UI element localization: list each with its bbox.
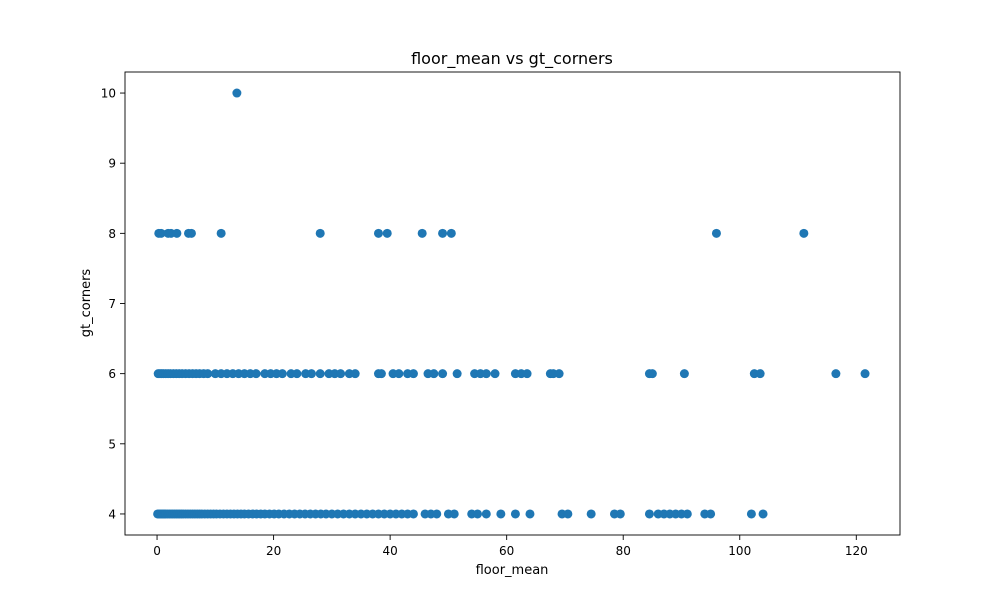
x-tick-label: 20 <box>266 544 281 558</box>
y-tick-label: 9 <box>108 157 116 171</box>
data-point <box>481 509 491 519</box>
data-point <box>292 369 302 379</box>
x-tick-label: 100 <box>728 544 751 558</box>
data-point <box>315 369 325 379</box>
data-point <box>429 369 439 379</box>
data-point <box>203 369 213 379</box>
data-point <box>432 509 442 519</box>
data-point <box>746 509 756 519</box>
chart-title: floor_mean vs gt_corners <box>411 49 613 69</box>
data-point <box>315 228 325 238</box>
data-points <box>153 88 870 519</box>
data-point <box>554 369 564 379</box>
data-point <box>438 369 448 379</box>
data-point <box>490 369 500 379</box>
data-point <box>647 369 657 379</box>
data-point <box>755 369 765 379</box>
data-point <box>373 228 383 238</box>
axes: 0 20 40 60 80 100 120 4 5 6 7 8 9 10 <box>101 71 901 558</box>
data-point <box>860 369 870 379</box>
y-tick-label: 8 <box>108 227 116 241</box>
data-point <box>277 369 287 379</box>
data-point <box>446 228 456 238</box>
y-tick-label: 5 <box>108 437 116 451</box>
data-point <box>682 509 692 519</box>
data-point <box>452 369 462 379</box>
data-point <box>522 369 532 379</box>
x-tick-label: 0 <box>153 544 161 558</box>
data-point <box>306 369 316 379</box>
data-point <box>758 509 768 519</box>
data-point <box>336 369 346 379</box>
data-point <box>481 369 491 379</box>
data-point <box>382 228 392 238</box>
data-point <box>172 228 182 238</box>
data-point <box>679 369 689 379</box>
data-point <box>156 228 166 238</box>
data-point <box>615 509 625 519</box>
data-point <box>394 369 404 379</box>
data-point <box>186 228 196 238</box>
plot-frame <box>124 71 901 536</box>
data-point <box>644 509 654 519</box>
y-axis-label: gt_corners <box>79 269 94 338</box>
data-point <box>473 509 483 519</box>
data-point <box>232 88 242 98</box>
data-point <box>438 228 448 238</box>
data-point <box>350 369 360 379</box>
data-point <box>831 369 841 379</box>
x-tick-label: 80 <box>616 544 631 558</box>
y-tick-label: 6 <box>108 367 116 381</box>
x-axis-label: floor_mean <box>476 563 549 578</box>
data-point <box>799 228 809 238</box>
data-point <box>216 228 226 238</box>
data-point <box>417 228 427 238</box>
data-point <box>408 369 418 379</box>
data-point <box>408 509 418 519</box>
data-point <box>496 509 506 519</box>
x-tick-label: 40 <box>382 544 397 558</box>
y-tick-label: 4 <box>108 507 116 521</box>
data-point <box>563 509 573 519</box>
data-point <box>376 369 386 379</box>
x-tick-label: 120 <box>845 544 868 558</box>
y-tick-label: 7 <box>108 297 116 311</box>
x-tick-label: 60 <box>499 544 514 558</box>
data-point <box>706 509 716 519</box>
data-point <box>711 228 721 238</box>
data-point <box>586 509 596 519</box>
y-tick-label: 10 <box>101 87 116 101</box>
data-point <box>251 369 261 379</box>
data-point <box>510 509 520 519</box>
data-point <box>449 509 459 519</box>
data-point <box>525 509 535 519</box>
